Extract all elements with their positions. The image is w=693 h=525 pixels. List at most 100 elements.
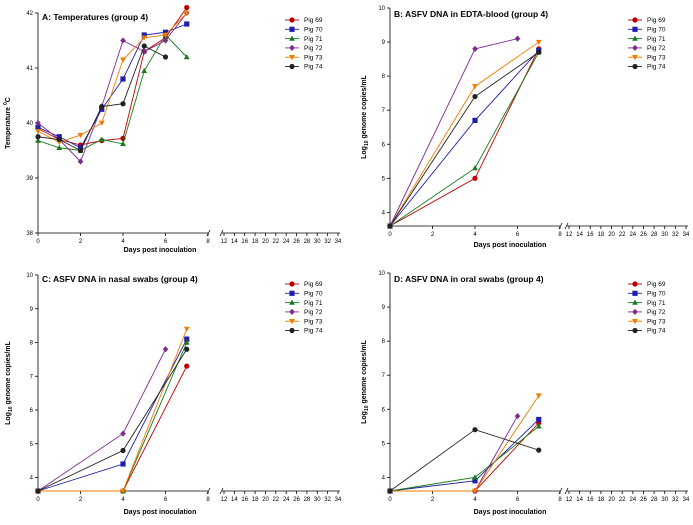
x-tick-label: 2 [431, 232, 435, 238]
data-point [183, 339, 190, 345]
x-tick-label: 24 [629, 497, 636, 503]
series-pig-69 [35, 363, 190, 494]
data-point [536, 416, 542, 423]
legend-entry: Pig 74 [304, 328, 323, 335]
legend-entry: Pig 71 [304, 36, 323, 43]
y-tick-label: 38 [26, 231, 33, 237]
legend-entry: Pig 70 [304, 291, 323, 298]
series-pig-74 [35, 43, 169, 154]
y-tick-label: 6 [382, 142, 386, 148]
x-tick-label: 22 [619, 497, 626, 503]
x-tick-label: 32 [672, 232, 679, 238]
data-point [472, 84, 478, 90]
legend-entry: Pig 70 [304, 27, 323, 34]
y-tick-label: 7 [382, 373, 386, 379]
x-tick-label: 18 [252, 239, 259, 245]
legend-entry: Pig 72 [304, 309, 323, 316]
x-tick-label: 26 [640, 497, 647, 503]
legend-marker [289, 327, 295, 334]
x-tick-label: 30 [314, 497, 321, 503]
legend-marker [289, 26, 295, 32]
data-point [535, 423, 542, 429]
x-tick-label: 4 [473, 232, 477, 238]
series-pig-69 [387, 420, 542, 494]
series-line [389, 50, 540, 227]
data-point [35, 119, 41, 127]
data-point [120, 461, 126, 467]
series-line [37, 349, 188, 492]
data-point [35, 488, 41, 494]
x-axis-label: Days post inoculation [474, 509, 547, 516]
data-point [536, 49, 542, 55]
y-tick-label: 10 [378, 6, 385, 12]
x-tick-label: 14 [231, 497, 238, 503]
data-point [120, 37, 126, 44]
data-point [120, 430, 126, 437]
y-tick-label: 5 [30, 442, 34, 448]
x-tick-label: 32 [324, 239, 331, 245]
legend-entry: Pig 74 [647, 64, 666, 71]
legend-entry: Pig 70 [647, 27, 666, 34]
data-point [535, 39, 542, 46]
x-tick-label: 34 [335, 239, 342, 245]
series-pig-73 [35, 326, 190, 494]
x-tick-label: 18 [252, 497, 259, 503]
x-tick-label: 0 [388, 232, 392, 238]
series-line [389, 52, 540, 227]
axis-break-mark [206, 487, 211, 495]
legend-marker [632, 319, 638, 325]
x-tick-label: 32 [324, 497, 331, 503]
data-point [184, 363, 190, 369]
x-tick-label: 12 [221, 497, 228, 503]
chart-panel-2: B: ASFV DNA in EDTA-blood (group 4) 4 5 6 7 8… [361, 6, 690, 249]
data-point [184, 336, 190, 342]
x-tick-label: 6 [164, 497, 168, 503]
y-tick-label: 5 [382, 441, 386, 447]
x-tick-label: 16 [241, 497, 248, 503]
x-tick-label: 12 [566, 232, 573, 238]
x-tick-label: 14 [576, 232, 583, 238]
data-point [77, 132, 84, 139]
data-point [472, 117, 478, 124]
data-point [184, 21, 190, 27]
x-tick-label: 26 [640, 232, 647, 238]
x-tick-label: 30 [314, 239, 321, 245]
x-tick-label: 28 [304, 239, 311, 245]
x-tick-label: 20 [262, 239, 269, 245]
series-pig-74 [35, 346, 190, 494]
legend: Pig 69 Pig 70 Pig 71 Pig 72 Pig 73 Pig 74 [285, 281, 323, 335]
legend-marker [289, 44, 295, 51]
data-point [99, 103, 105, 110]
series-pig-74 [387, 49, 542, 229]
y-tick-label: 42 [26, 11, 33, 17]
legend-marker [632, 17, 638, 23]
series-pig-69 [35, 4, 190, 148]
x-tick-label: 8 [558, 497, 562, 503]
y-tick-label: 10 [378, 271, 385, 277]
legend-marker [289, 55, 295, 61]
x-tick-label: 4 [121, 497, 125, 503]
axis-break-mark [564, 487, 569, 495]
data-point [120, 140, 126, 147]
legend-marker [289, 319, 295, 325]
chart-title: D: ASFV DNA in oral swabs (group 4) [394, 274, 544, 284]
x-tick-label: 28 [651, 497, 658, 503]
x-tick-label: 4 [121, 239, 125, 245]
x-tick-label: 8 [558, 232, 562, 238]
series-pig-72 [35, 346, 169, 495]
series-line [37, 338, 188, 492]
x-tick-label: 12 [566, 497, 573, 503]
data-point [35, 137, 41, 143]
chart-panel-4: D: ASFV DNA in oral swabs (group 4) 4 5 6 7 8… [361, 271, 690, 516]
legend: Pig 69 Pig 70 Pig 71 Pig 72 Pig 73 Pig 74 [628, 281, 666, 335]
y-tick-label: 5 [382, 176, 386, 182]
y-axis-label: Log10 genome copies/mL [361, 339, 370, 423]
axis-break-mark [558, 487, 563, 495]
x-tick-label: 18 [598, 232, 605, 238]
series-pig-70 [387, 416, 542, 494]
series-line [389, 38, 518, 227]
data-point [162, 54, 169, 60]
legend-entry: Pig 72 [647, 309, 666, 316]
legend-entry: Pig 69 [647, 17, 666, 24]
